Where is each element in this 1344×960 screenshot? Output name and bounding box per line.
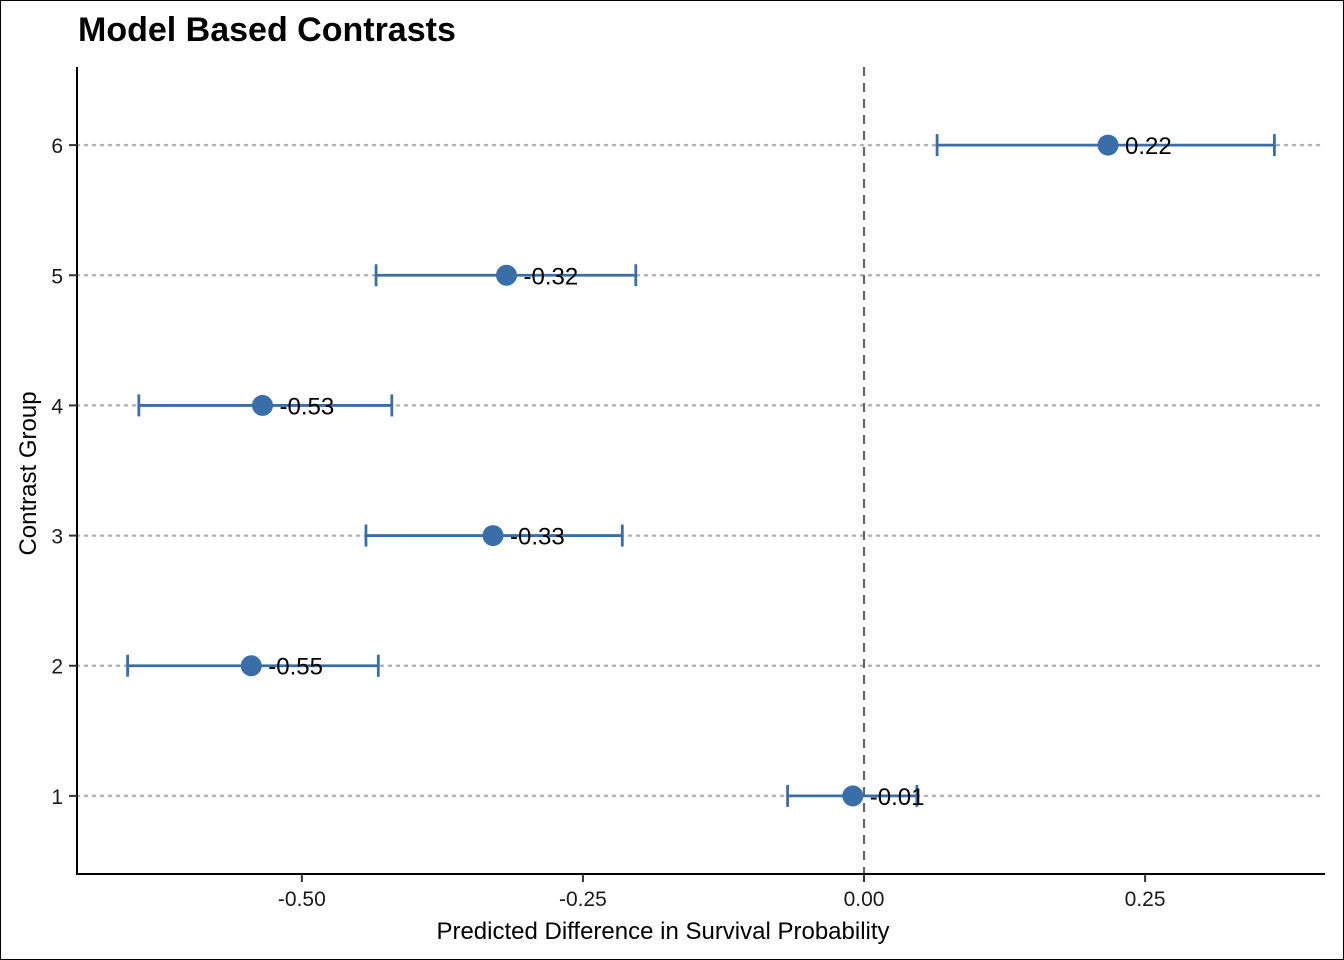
data-label-5: -0.32 xyxy=(523,263,578,290)
y-tick-label: 4 xyxy=(51,395,63,418)
data-label-6: 0.22 xyxy=(1125,133,1172,160)
data-label-1: -0.01 xyxy=(870,784,925,811)
y-tick-label: 6 xyxy=(51,135,63,158)
point-1 xyxy=(842,785,864,807)
y-tick-label: 1 xyxy=(51,786,63,809)
y-tick-label: 3 xyxy=(51,526,63,549)
point-4 xyxy=(252,394,274,416)
x-tick-label: 0.00 xyxy=(844,888,885,911)
data-label-3: -0.33 xyxy=(510,524,565,551)
point-5 xyxy=(495,264,517,286)
y-tick-label: 5 xyxy=(51,265,63,288)
x-tick-label: 0.25 xyxy=(1125,888,1166,911)
point-2 xyxy=(240,655,262,677)
chart-title: Model Based Contrasts xyxy=(78,11,456,49)
data-label-4: -0.53 xyxy=(280,393,335,420)
point-6 xyxy=(1097,134,1119,156)
x-tick-label: -0.50 xyxy=(278,888,326,911)
x-tick-label: -0.25 xyxy=(559,888,607,911)
x-axis-title: Predicted Difference in Survival Probabi… xyxy=(436,918,889,945)
y-axis-title: Contrast Group xyxy=(15,391,42,555)
y-tick-label: 2 xyxy=(51,656,63,679)
point-3 xyxy=(482,525,504,547)
data-label-2: -0.55 xyxy=(268,654,323,681)
